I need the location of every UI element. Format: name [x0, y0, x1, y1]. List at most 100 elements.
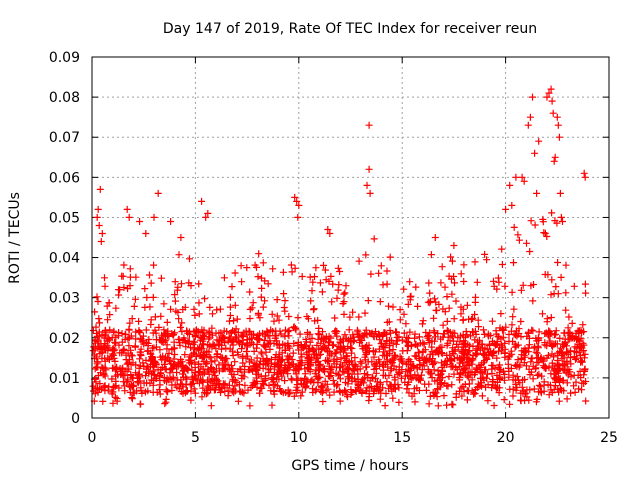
- data-point: [571, 343, 579, 351]
- data-point: [268, 401, 276, 409]
- data-point: [275, 375, 283, 383]
- data-point: [160, 300, 168, 308]
- data-point: [481, 330, 488, 338]
- data-point: [547, 314, 555, 321]
- data-point: [521, 397, 529, 404]
- data-point: [438, 374, 446, 382]
- data-point: [535, 370, 543, 378]
- data-point: [193, 377, 201, 385]
- chart-title: Day 147 of 2019, Rate Of TEC Index for r…: [163, 21, 537, 37]
- data-point: [173, 383, 181, 391]
- data-point: [451, 346, 459, 354]
- data-point: [207, 377, 215, 385]
- data-point: [132, 335, 140, 343]
- data-point: [555, 388, 563, 396]
- data-point: [257, 385, 265, 392]
- data-point: [435, 300, 443, 308]
- data-point: [395, 368, 403, 376]
- data-point: [379, 331, 387, 339]
- y-tick-label: 0.09: [49, 50, 80, 66]
- data-point: [169, 374, 177, 382]
- data-point: [471, 298, 479, 306]
- data-point: [191, 364, 199, 371]
- data-point: [181, 337, 189, 344]
- data-point: [284, 390, 292, 398]
- data-point: [111, 393, 119, 401]
- data-point: [152, 329, 160, 337]
- data-point: [577, 326, 585, 334]
- data-point: [308, 335, 316, 342]
- data-point: [534, 371, 541, 379]
- data-point: [485, 341, 493, 349]
- data-point: [147, 316, 155, 324]
- data-point: [440, 330, 448, 338]
- data-point: [480, 326, 487, 334]
- data-point: [407, 366, 415, 374]
- data-point: [274, 355, 282, 363]
- data-point: [207, 402, 215, 410]
- data-point: [514, 231, 522, 239]
- data-point: [540, 362, 548, 370]
- data-point: [281, 364, 289, 372]
- data-point: [186, 328, 193, 336]
- data-point: [429, 361, 437, 368]
- data-point: [160, 326, 168, 334]
- data-point: [488, 337, 496, 345]
- data-point: [527, 217, 535, 225]
- data-point: [354, 376, 362, 383]
- data-point: [372, 328, 379, 336]
- data-point: [336, 364, 344, 372]
- data-point: [181, 303, 189, 311]
- data-point: [509, 313, 517, 321]
- data-point: [448, 290, 456, 298]
- data-point: [423, 333, 431, 340]
- data-point: [226, 312, 234, 319]
- data-point-outlier: [506, 181, 514, 189]
- data-point: [552, 382, 559, 390]
- data-point: [548, 209, 556, 217]
- data-point: [512, 380, 520, 388]
- data-point: [233, 378, 241, 386]
- data-point: [456, 376, 464, 384]
- data-point: [136, 355, 144, 363]
- data-point: [336, 375, 344, 383]
- data-point-outlier: [363, 181, 371, 189]
- y-tick-label: 0.02: [49, 331, 80, 347]
- data-point: [235, 337, 243, 345]
- data-point: [452, 297, 460, 305]
- data-point: [238, 278, 246, 286]
- x-tick-labels: 0 5 10 15 20 25: [88, 430, 618, 446]
- data-point: [400, 329, 408, 337]
- data-point: [288, 356, 296, 363]
- data-point: [581, 280, 589, 288]
- data-point: [407, 342, 415, 350]
- data-point: [421, 380, 429, 388]
- data-point: [469, 315, 477, 322]
- data-point: [301, 384, 309, 392]
- data-point: [568, 334, 576, 342]
- data-point: [244, 386, 252, 394]
- data-point: [327, 334, 335, 342]
- data-point: [350, 336, 358, 344]
- data-point: [340, 310, 348, 318]
- data-point: [298, 273, 306, 280]
- data-point: [550, 386, 558, 393]
- plot-frame: [91, 56, 610, 419]
- data-point: [174, 283, 182, 291]
- data-point: [319, 366, 327, 374]
- data-point: [361, 309, 369, 317]
- data-point: [511, 340, 519, 348]
- data-point: [383, 378, 391, 386]
- data-point: [548, 359, 556, 367]
- data-point: [554, 290, 562, 298]
- data-point: [462, 364, 470, 372]
- data-point: [550, 374, 558, 382]
- data-point: [567, 389, 575, 397]
- data-point: [485, 351, 493, 359]
- data-point: [473, 278, 481, 286]
- data-point: [163, 329, 171, 337]
- data-point: [276, 367, 284, 375]
- data-point: [426, 297, 434, 305]
- data-point: [533, 354, 541, 362]
- data-point: [566, 354, 574, 362]
